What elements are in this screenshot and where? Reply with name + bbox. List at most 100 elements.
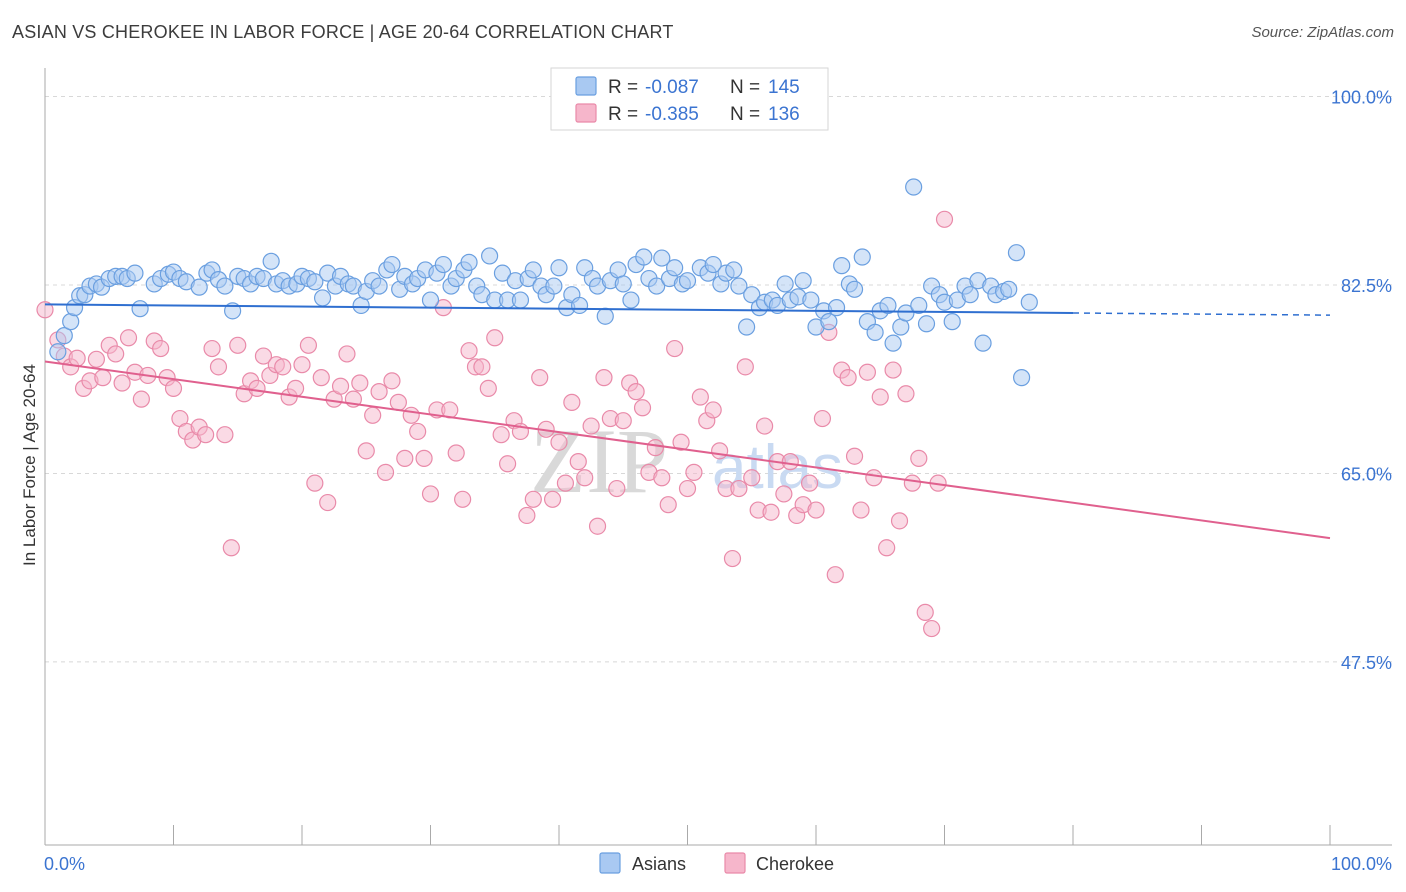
asian-point bbox=[524, 261, 542, 279]
cherokee-point bbox=[107, 345, 125, 363]
legend-swatch-cherokee bbox=[575, 103, 597, 123]
asian-point bbox=[622, 291, 640, 309]
legend-n-value: 136 bbox=[768, 104, 800, 125]
cherokee-point bbox=[293, 356, 311, 374]
asian-point bbox=[1007, 244, 1026, 262]
y-tick-label: 100.0% bbox=[1331, 88, 1392, 108]
asian-point bbox=[802, 291, 820, 309]
cherokee-point bbox=[736, 358, 754, 376]
asian-trend-line bbox=[44, 303, 1074, 314]
cherokee-point bbox=[807, 501, 825, 519]
cherokee-point bbox=[916, 603, 934, 621]
cherokee-point bbox=[203, 339, 221, 358]
asian-point bbox=[794, 272, 812, 290]
asian-point bbox=[943, 313, 961, 331]
asian-point bbox=[131, 300, 149, 318]
cherokee-point bbox=[357, 442, 375, 460]
asian-point bbox=[460, 253, 478, 271]
y-axis-label: In Labor Force | Age 20-64 bbox=[20, 364, 39, 566]
cherokee-point bbox=[370, 383, 388, 401]
cherokee-point bbox=[659, 496, 677, 514]
y-tick-labels: 100.0% 82.5% 65.0% 47.5% bbox=[1331, 88, 1392, 673]
cherokee-point bbox=[524, 490, 542, 508]
asian-point bbox=[1012, 369, 1031, 387]
asian-point bbox=[216, 277, 234, 295]
cherokee-point bbox=[351, 374, 369, 392]
asian-point bbox=[511, 291, 530, 309]
cherokee-point bbox=[94, 369, 112, 387]
asian-point bbox=[614, 275, 632, 293]
cherokee-point bbox=[543, 490, 562, 508]
asian-point bbox=[481, 247, 499, 265]
asian-point bbox=[678, 272, 697, 290]
asian-point bbox=[1000, 280, 1018, 298]
legend-r-label: R = bbox=[608, 77, 638, 98]
cherokee-point bbox=[286, 379, 305, 397]
asian-point bbox=[635, 248, 653, 266]
bottom-legend-swatch-cherokee bbox=[724, 852, 746, 874]
cherokee-point bbox=[389, 393, 407, 411]
cherokee-point bbox=[119, 329, 138, 347]
cherokee-trend-line bbox=[44, 360, 1331, 540]
source-credit: Source: ZipAtlas.com bbox=[1251, 24, 1394, 41]
cherokee-point bbox=[415, 449, 433, 467]
x-tick-label: 0.0% bbox=[44, 854, 85, 874]
bottom-legend-swatch-asian bbox=[599, 852, 621, 874]
cherokee-point bbox=[569, 453, 587, 471]
cherokee-point bbox=[164, 379, 183, 397]
asian-point bbox=[730, 277, 748, 295]
legend-r-value: -0.385 bbox=[645, 104, 699, 125]
legend-r-value: -0.087 bbox=[645, 77, 699, 98]
cherokee-point bbox=[852, 501, 870, 519]
cherokee-point bbox=[306, 474, 324, 492]
cherokee-point bbox=[646, 439, 664, 457]
cherokee-point bbox=[68, 349, 86, 367]
cherokee-point bbox=[396, 449, 414, 467]
cherokee-point bbox=[755, 417, 774, 435]
trend-lines bbox=[44, 303, 1331, 540]
cherokee-point bbox=[402, 406, 420, 424]
cherokee-point bbox=[653, 469, 671, 487]
asian-point bbox=[866, 323, 884, 341]
asian-point bbox=[596, 307, 614, 325]
cherokee-point bbox=[274, 358, 292, 376]
legend-swatch-asian bbox=[575, 76, 597, 96]
asian-point bbox=[827, 299, 846, 317]
asian-point bbox=[905, 178, 923, 196]
cherokee-point bbox=[588, 517, 607, 535]
asian-point bbox=[961, 286, 979, 304]
asian-point bbox=[493, 264, 512, 282]
asian-point bbox=[884, 334, 902, 352]
asian-point bbox=[738, 318, 756, 336]
cherokee-point bbox=[576, 469, 594, 487]
cherokee-point bbox=[312, 369, 330, 387]
asian-point bbox=[776, 275, 794, 293]
bottom-legend-label-asians: Asians bbox=[632, 854, 686, 874]
cherokee-point bbox=[248, 379, 266, 397]
axes bbox=[44, 68, 1392, 846]
cherokee-point bbox=[903, 474, 921, 492]
cherokee-point bbox=[672, 433, 690, 451]
asian-point bbox=[648, 277, 666, 295]
cherokee-point bbox=[685, 463, 703, 481]
cherokee-point bbox=[775, 485, 793, 503]
bottom-legend: Asians Cherokee bbox=[599, 852, 834, 874]
cherokee-point bbox=[633, 399, 652, 417]
asian-point bbox=[917, 315, 936, 333]
asian-trend-extension bbox=[1072, 312, 1331, 316]
chart-title: ASIAN VS CHEROKEE IN LABOR FORCE | AGE 2… bbox=[12, 22, 674, 42]
asian-point bbox=[370, 277, 388, 295]
cherokee-point bbox=[197, 426, 215, 444]
cherokee-point bbox=[87, 350, 106, 368]
cherokee-point bbox=[595, 369, 613, 387]
cherokee-point bbox=[454, 490, 472, 508]
cherokee-point bbox=[376, 463, 395, 481]
cherokee-point bbox=[884, 361, 902, 379]
cherokee-point bbox=[152, 339, 170, 358]
cherokee-point bbox=[531, 369, 549, 387]
asian-point bbox=[434, 255, 452, 274]
cherokee-point bbox=[556, 474, 575, 492]
cherokee-point bbox=[473, 358, 491, 376]
asian-point bbox=[262, 252, 280, 270]
cherokee-point bbox=[479, 379, 497, 397]
